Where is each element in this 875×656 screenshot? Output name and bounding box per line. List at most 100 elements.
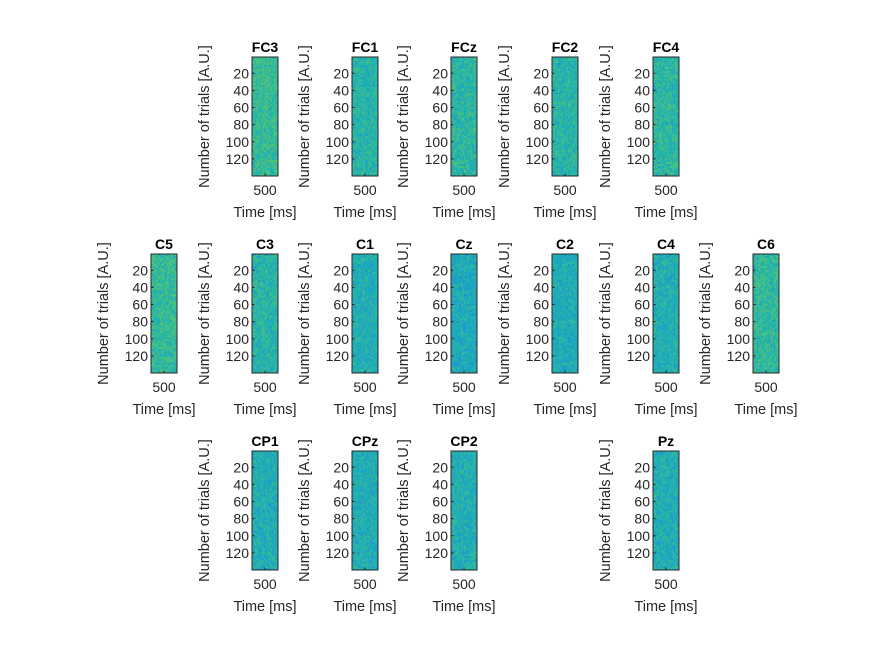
heatmap-cell	[270, 62, 273, 66]
heatmap-cell	[256, 162, 259, 165]
heatmap-cell	[260, 68, 263, 72]
heatmap-cell	[256, 120, 259, 123]
heatmap-cell	[256, 84, 259, 88]
heatmap-cell	[253, 112, 256, 115]
heatmap-cell	[273, 136, 276, 139]
heatmap-cell	[270, 84, 273, 88]
heatmap-cell	[265, 122, 267, 125]
heatmap-cell	[263, 132, 266, 135]
heatmap-cell	[257, 92, 260, 96]
heatmap-cell	[256, 94, 259, 98]
heatmap-cell	[253, 72, 256, 76]
heatmap-cell	[262, 88, 264, 92]
heatmap-cell	[276, 140, 279, 143]
heatmap-cell	[272, 92, 275, 96]
heatmap-cell	[263, 86, 266, 90]
heatmap-cell	[262, 62, 264, 66]
heatmap-cell	[252, 120, 254, 123]
heatmap-cell	[262, 130, 264, 133]
heatmap-cell	[254, 74, 257, 78]
heatmap-cell	[273, 64, 276, 68]
heatmap-cell	[260, 138, 263, 141]
heatmap-cell	[263, 100, 266, 103]
heatmap-cell	[273, 114, 276, 117]
heatmap-cell	[267, 150, 270, 153]
heatmap-cell	[272, 142, 275, 145]
heatmap-cell	[272, 96, 275, 99]
heatmap-cell	[262, 166, 264, 169]
heatmap-cell	[253, 58, 256, 62]
heatmap-cell	[266, 130, 269, 133]
y-tick-label: 20	[333, 65, 349, 81]
heatmap-cell	[276, 106, 279, 109]
heatmap-cell	[254, 66, 257, 70]
heatmap-cell	[254, 100, 257, 103]
heatmap-cell	[269, 116, 272, 119]
heatmap-cell	[270, 86, 273, 90]
heatmap-cell	[253, 126, 256, 129]
x-axis-label: Time [ms]	[333, 205, 396, 221]
heatmap-cell	[273, 86, 276, 90]
heatmap-cell	[260, 86, 263, 90]
heatmap-cell	[276, 136, 279, 139]
heatmap-cell	[257, 58, 260, 62]
heatmap-cell	[275, 86, 277, 90]
heatmap-cell	[257, 70, 260, 74]
heatmap-cell	[276, 138, 279, 141]
heatmap-cell	[266, 98, 269, 101]
heatmap-cell	[253, 116, 256, 119]
heatmap-cell	[254, 122, 257, 125]
heatmap-cell	[259, 68, 262, 72]
heatmap-cell	[265, 138, 267, 141]
heatmap-cell	[256, 116, 259, 119]
heatmap-cell	[273, 74, 276, 78]
heatmap-cell	[272, 74, 275, 78]
heatmap-cell	[259, 142, 262, 145]
heatmap-cell	[262, 100, 264, 103]
heatmap-cell	[269, 162, 272, 165]
heatmap-cell	[252, 130, 254, 133]
heatmap-cell	[252, 118, 254, 121]
heatmap-cell	[262, 140, 264, 143]
heatmap-cell	[267, 148, 270, 151]
heatmap-cell	[265, 84, 267, 88]
heatmap-cell	[254, 72, 257, 76]
heatmap-cell	[275, 102, 277, 105]
heatmap-fc4	[653, 57, 680, 177]
heatmap-cell	[256, 72, 259, 76]
heatmap-cell	[267, 162, 270, 165]
heatmap-cell	[272, 58, 275, 62]
heatmap-cell	[272, 148, 275, 151]
heatmap-cell	[262, 126, 264, 129]
heatmap-cell	[275, 118, 277, 121]
heatmap-cell	[270, 78, 273, 82]
heatmap-cell	[262, 132, 264, 135]
heatmap-cell	[272, 88, 275, 92]
heatmap-cell	[276, 160, 279, 163]
heatmap-cell	[260, 144, 263, 147]
heatmap-cell	[266, 116, 269, 119]
heatmap-cell	[256, 58, 259, 62]
heatmap-cell	[265, 86, 267, 90]
heatmap-cell	[273, 130, 276, 133]
heatmap-cell	[265, 114, 267, 117]
heatmap-cell	[267, 116, 270, 119]
heatmap-cell	[252, 112, 254, 115]
heatmap-cell	[265, 74, 267, 78]
heatmap-cell	[256, 142, 259, 145]
heatmap-cell	[276, 150, 279, 153]
heatmap-cell	[262, 150, 264, 153]
heatmap-cell	[252, 66, 254, 70]
heatmap-cell	[267, 84, 270, 88]
heatmap-cell	[272, 64, 275, 68]
heatmap-cell	[263, 62, 266, 66]
heatmap-cell	[262, 134, 264, 137]
heatmap-cell	[259, 146, 262, 149]
heatmap-cell	[265, 94, 267, 98]
heatmap-cell	[257, 82, 260, 86]
x-tick-label: 500	[553, 182, 577, 198]
heatmap-cell	[265, 160, 267, 163]
heatmap-cell	[262, 142, 264, 145]
heatmap-cell	[254, 112, 257, 115]
heatmap-cell	[265, 96, 267, 99]
